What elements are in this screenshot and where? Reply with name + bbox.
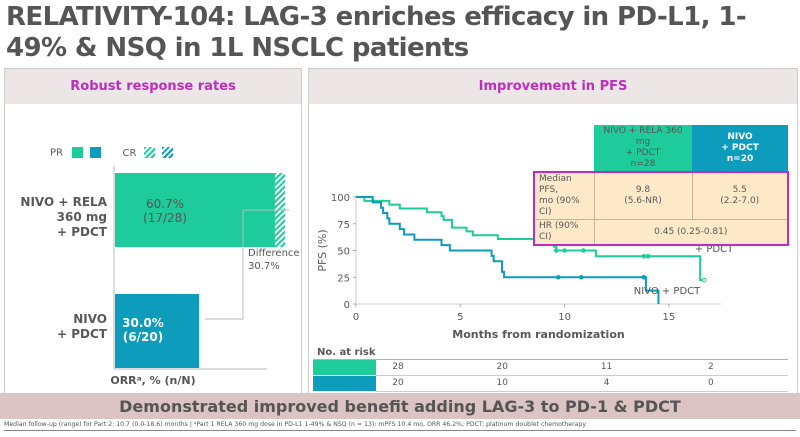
difference-annotation: Difference 30.7%	[248, 247, 300, 273]
cell-ci: (5.6-NR)	[624, 196, 662, 206]
hr-value: 0.45 (0.25-0.81)	[594, 219, 789, 246]
row-median-pfs-label: Median PFS, mo (90% CI)	[533, 171, 595, 220]
pfs-km-chart: 0 25 50 75 100 0 5 10 15 PFS (%) Months from rando…	[316, 193, 763, 341]
risk-count: 2	[707, 362, 714, 372]
censor-mark	[553, 248, 559, 253]
risk-table-rule	[313, 359, 788, 360]
censor-mark	[641, 274, 647, 280]
censor-mark	[562, 248, 567, 253]
y-axis-label: PFS (%)	[316, 229, 329, 271]
category-label-nivo-rela: NIVO + RELA 360 mg + PDCT	[20, 195, 107, 239]
orr-axis-label: ORRᵃ, % (n/N)	[110, 374, 196, 387]
row-label: Median PFS,	[539, 174, 572, 195]
pfs-summary-table: NIVO + RELA 360 mg + PDCT n=28 NIVO + PD…	[533, 125, 789, 246]
pfs-panel: Improvement in PFS 0 25 50 75 100 0 5 10 15 PFS (…	[308, 68, 798, 395]
difference-label: Difference	[248, 248, 300, 259]
y-tick-label: 25	[337, 273, 350, 284]
legend: PR CR	[50, 147, 173, 159]
median-pfs-nivo-rela: 9.8 (5.6-NR)	[594, 171, 693, 220]
risk-row-divider	[376, 391, 788, 392]
legend-pr-blue-swatch	[90, 147, 102, 158]
risk-table-title: No. at risk	[317, 347, 376, 358]
y-tick-label: 75	[337, 220, 350, 231]
takeaway-banner: Demonstrated improved benefit adding LAG…	[0, 393, 800, 419]
footnote: Median follow-up (range) for Part 2: 10.…	[4, 421, 796, 431]
legend-cr-blue-swatch	[161, 147, 173, 158]
slide-title: RELATIVITY-104: LAG-3 enriches efficacy …	[6, 2, 747, 63]
km-curve	[356, 196, 660, 304]
category-label-nivo: NIVO + PDCT	[57, 312, 107, 341]
censor-mark	[702, 277, 707, 283]
censor-mark	[645, 253, 651, 259]
risk-count: 20	[496, 362, 508, 372]
orr-bar-chart	[113, 166, 289, 370]
risk-swatch-nivo	[313, 376, 376, 391]
x-axis-label: Months from randomization	[452, 328, 624, 341]
cell-ci: (2.2-7.0)	[720, 196, 760, 206]
col-label: + PDCT	[625, 148, 661, 158]
censor-mark	[641, 253, 647, 259]
cell-value: 5.5	[732, 185, 747, 195]
series-label-nivo-rela: + PDCT	[695, 244, 734, 255]
col-n: n=28	[630, 159, 656, 169]
legend-pr-label: PR	[50, 147, 63, 159]
bar-value-nivo: 30.0% (6/20)	[113, 316, 173, 344]
legend-cr-label: CR	[122, 147, 137, 159]
row-hr-label: HR (90% CI)	[533, 219, 595, 246]
median-pfs-nivo: 5.5 (2.2-7.0)	[692, 171, 789, 220]
table-col-nivo-rela: NIVO + RELA 360 mg + PDCT n=28	[594, 125, 692, 172]
bar-pr	[115, 294, 200, 368]
bar-value-nivo-rela: 60.7% (17/28)	[115, 197, 215, 225]
bar-value-n: (17/28)	[143, 211, 187, 225]
table-col-nivo: NIVO + PDCT n=20	[692, 125, 788, 172]
series-label-nivo: NIVO + PDCT	[634, 286, 701, 297]
col-label: + PDCT	[721, 142, 759, 153]
bar-value-pct: 30.0%	[122, 316, 164, 330]
censor-mark	[581, 248, 586, 253]
risk-count: 28	[392, 362, 404, 372]
x-tick-label: 0	[353, 312, 359, 323]
col-label: NIVO	[727, 131, 753, 142]
risk-count: 20	[392, 378, 404, 388]
col-n: n=20	[726, 153, 754, 164]
difference-bracket	[205, 209, 289, 320]
response-rates-panel: Robust response rates PR CR NIVO + RELA 3…	[4, 68, 302, 395]
x-tick-label: 10	[558, 312, 571, 323]
response-rates-header: Robust response rates	[5, 69, 301, 104]
risk-count: 10	[496, 378, 508, 388]
bar-value-pct: 60.7%	[145, 197, 185, 211]
y-tick-label: 100	[331, 193, 350, 204]
legend-cr-green-swatch	[143, 147, 155, 158]
col-label: NIVO + RELA 360 mg	[603, 126, 683, 147]
risk-swatch-nivo-rela	[313, 360, 376, 375]
risk-count: 4	[603, 378, 610, 388]
y-tick-label: 50	[337, 247, 350, 258]
difference-value: 30.7%	[248, 261, 280, 272]
legend-pr-green-swatch	[72, 147, 84, 158]
risk-count: 11	[600, 362, 613, 372]
pfs-header: Improvement in PFS	[309, 69, 797, 104]
row-label: mo (90% CI)	[539, 196, 580, 217]
x-tick-label: 15	[662, 312, 675, 323]
risk-row-divider	[376, 375, 788, 376]
y-tick-label: 0	[344, 300, 350, 311]
censor-mark	[578, 274, 584, 280]
cell-value: 9.8	[635, 185, 651, 195]
bar-value-n: (6/20)	[122, 330, 164, 344]
censor-mark	[556, 274, 561, 280]
x-tick-label: 5	[457, 312, 463, 323]
risk-count: 0	[707, 378, 714, 388]
